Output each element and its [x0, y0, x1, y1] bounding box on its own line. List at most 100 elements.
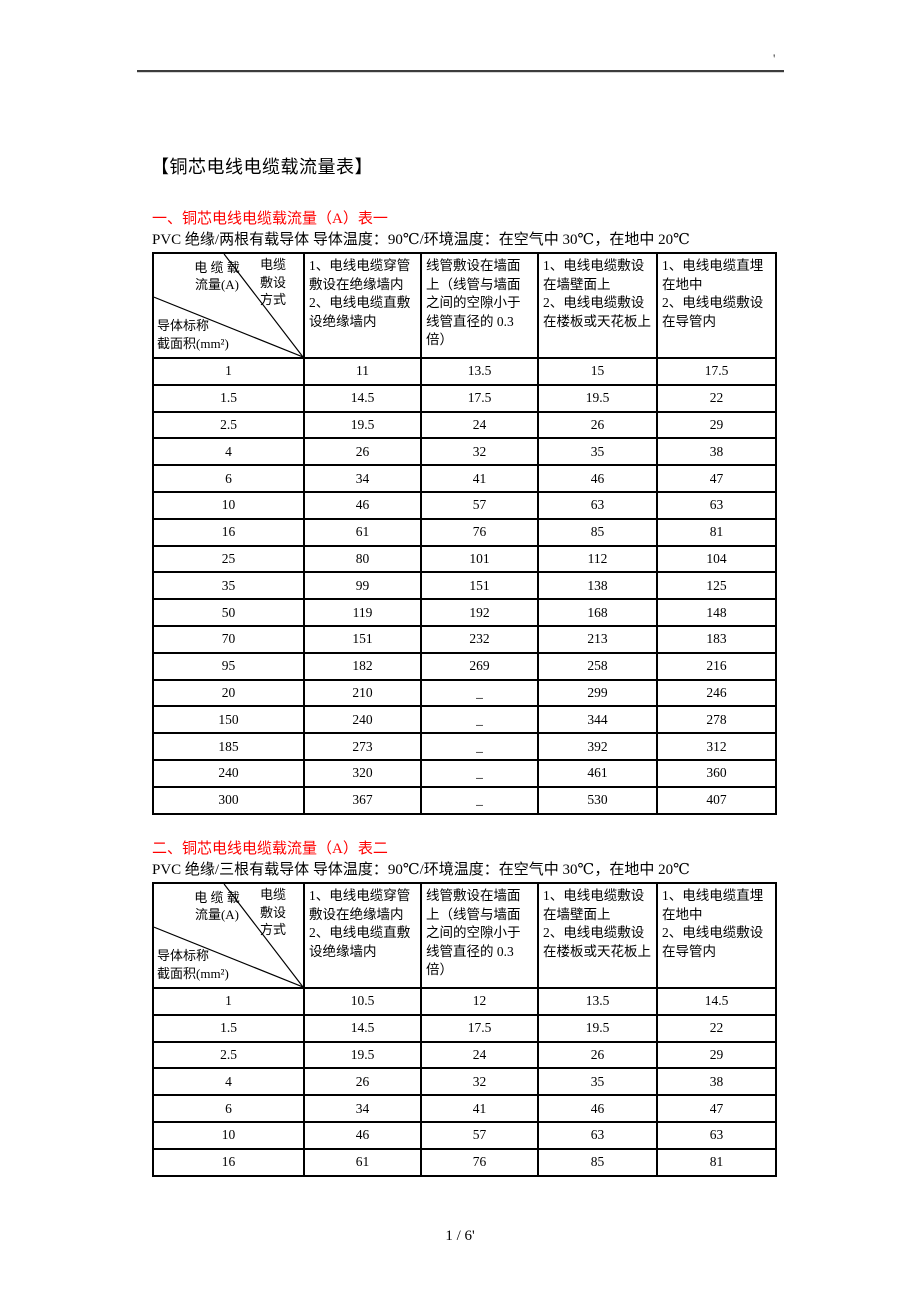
header-cell-installation-method: 线管敷设在墙面上（线管与墙面之间的空隙小于线管直径的 0.3 倍） — [420, 882, 539, 989]
table-row: 1 10.5 12 13.5 14.5 — [152, 987, 777, 1016]
method-text-line: 1、电线电缆直埋在地中 — [662, 888, 764, 922]
table-row: 25 80 101 112 104 — [152, 544, 777, 574]
table-cell: 63 — [537, 490, 658, 520]
header-cell-installation-method: 1、电线电缆穿管敷设在绝缘墙内 2、电线电缆直敷设绝缘墙内 — [303, 882, 422, 989]
label-line: 电 缆 载 — [194, 260, 240, 275]
table-section: 二、铜芯电线电缆载流量（A）表二 PVC 绝缘/三根有载导体 导体温度：90℃/… — [152, 841, 777, 1177]
table-cell: 258 — [537, 651, 658, 681]
table-condition-line: PVC 绝缘/三根有载导体 导体温度：90℃/环境温度：在空气中 30℃，在地中… — [152, 862, 690, 878]
table-cell: 10.5 — [303, 987, 422, 1016]
method-text-line: 线管敷设在墙面上（线管与墙面之间的空隙小于线管直径的 0.3 倍） — [426, 258, 521, 347]
table-cell: 29 — [656, 410, 777, 440]
table-cell: 76 — [420, 517, 539, 547]
table-cell: 240 — [303, 705, 422, 735]
header-row: 电 缆 载流量(A) 电缆 敷设 方式 导体标称 截面积(mm²) 1、电线电缆穿管敷… — [152, 882, 777, 989]
table-cell: _ — [420, 705, 539, 735]
label-line: 截面积(mm²) — [157, 335, 229, 351]
label-line: 方式 — [260, 292, 287, 307]
table-row: 16 61 76 85 81 — [152, 517, 777, 547]
table-row: 2.5 19.5 24 26 29 — [152, 1040, 777, 1070]
label-line: 导体标称 — [157, 948, 210, 963]
table-cell: 29 — [656, 1040, 777, 1070]
table-cell: 269 — [420, 651, 539, 681]
table-cell: 17.5 — [420, 383, 539, 413]
table-row: 6 34 41 46 47 — [152, 464, 777, 493]
table-cell: 16 — [152, 1147, 305, 1177]
table-cell: 81 — [656, 1147, 777, 1177]
method-text-line: 2、电线电缆直敷设绝缘墙内 — [309, 295, 411, 329]
table-cell: 213 — [537, 624, 658, 654]
table-cell: 24 — [420, 1040, 539, 1070]
header-cell-installation-method: 1、电线电缆直埋在地中 2、电线电缆敷设在导管内 — [656, 882, 777, 989]
method-text-line: 线管敷设在墙面上（线管与墙面之间的空隙小于线管直径的 0.3 倍） — [426, 888, 521, 977]
table-row: 150 240 _ 344 278 — [152, 705, 777, 735]
method-text-line: 1、电线电缆穿管敷设在绝缘墙内 — [309, 888, 411, 922]
table-row: 300 367 _ 530 407 — [152, 785, 777, 815]
table-cell: 4 — [152, 437, 305, 467]
table-cell: 32 — [420, 1067, 539, 1097]
table-cell: 24 — [420, 410, 539, 440]
document-title: 【铜芯电线电缆载流量表】 — [151, 157, 373, 177]
table-cell: 20 — [152, 678, 305, 708]
label-line: 电缆 — [260, 887, 287, 902]
table-cell: 19.5 — [303, 1040, 422, 1070]
table-row: 95 182 269 258 216 — [152, 651, 777, 681]
method-text-line: 1、电线电缆穿管敷设在绝缘墙内 — [309, 258, 411, 292]
header-row: 电 缆 载流量(A) 电缆 敷设 方式 导体标称 截面积(mm²) 1、电线电缆穿管敷… — [152, 252, 777, 359]
table-cell: 46 — [303, 1120, 422, 1150]
table-cell: 1.5 — [152, 383, 305, 413]
table-cell: 101 — [420, 544, 539, 574]
table-row: 2.5 19.5 24 26 29 — [152, 410, 777, 440]
table-cell: 461 — [537, 758, 658, 788]
table-cell: 240 — [152, 758, 305, 788]
table-cell: 38 — [656, 1067, 777, 1097]
table-cell: 13.5 — [420, 357, 539, 386]
table-cell: 46 — [303, 490, 422, 520]
table-cell: 232 — [420, 624, 539, 654]
table-cell: 182 — [303, 651, 422, 681]
table-cell: 81 — [656, 517, 777, 547]
method-text-line: 2、电线电缆敷设在楼板或天花板上 — [543, 295, 651, 329]
table-cell: 11 — [303, 357, 422, 386]
table-cell: 32 — [420, 437, 539, 467]
table-row: 1.5 14.5 17.5 19.5 22 — [152, 383, 777, 413]
table-cell: 1 — [152, 357, 305, 386]
table-cell: 150 — [152, 705, 305, 735]
table-cell: 320 — [303, 758, 422, 788]
table-cell: 47 — [656, 464, 777, 493]
diagonal-lines-icon — [154, 884, 303, 987]
table-cell: 138 — [537, 571, 658, 601]
table-cell: 14.5 — [303, 1013, 422, 1043]
table-cell: 530 — [537, 785, 658, 815]
table-cell: 35 — [152, 571, 305, 601]
table-cell: 50 — [152, 598, 305, 627]
header-rule — [137, 70, 784, 73]
table-row: 10 46 57 63 63 — [152, 490, 777, 520]
table-cell: 273 — [303, 732, 422, 761]
method-text-line: 1、电线电缆直埋在地中 — [662, 258, 764, 292]
table-cell: 26 — [303, 1067, 422, 1097]
table-cell: 47 — [656, 1094, 777, 1123]
corner-label-current-capacity: 电 缆 载流量(A) — [180, 889, 254, 923]
table-row: 1 11 13.5 15 17.5 — [152, 357, 777, 386]
table-cell: 19.5 — [303, 410, 422, 440]
table-cell: 246 — [656, 678, 777, 708]
table-cell: 14.5 — [656, 987, 777, 1016]
method-text-line: 2、电线电缆敷设在导管内 — [662, 925, 764, 959]
table-cell: 392 — [537, 732, 658, 761]
table-cell: 19.5 — [537, 1013, 658, 1043]
corner-label-laying-method: 电缆 敷设 方式 — [260, 256, 286, 309]
header-cell-installation-method: 1、电线电缆敷设在墙壁面上 2、电线电缆敷设在楼板或天花板上 — [537, 252, 658, 359]
table-cell: 76 — [420, 1147, 539, 1177]
table-cell: 38 — [656, 437, 777, 467]
table-cell: 4 — [152, 1067, 305, 1097]
label-line: 方式 — [260, 922, 287, 937]
table-cell: 34 — [303, 464, 422, 493]
table-cell: 17.5 — [656, 357, 777, 386]
table-cell: 57 — [420, 1120, 539, 1150]
table-cell: 26 — [303, 437, 422, 467]
label-line: 电 缆 载 — [194, 890, 240, 905]
table-cell: 63 — [656, 1120, 777, 1150]
method-text-line: 1、电线电缆敷设在墙壁面上 — [543, 888, 645, 922]
corner-label-conductor-section: 导体标称 截面积(mm²) — [157, 947, 229, 982]
